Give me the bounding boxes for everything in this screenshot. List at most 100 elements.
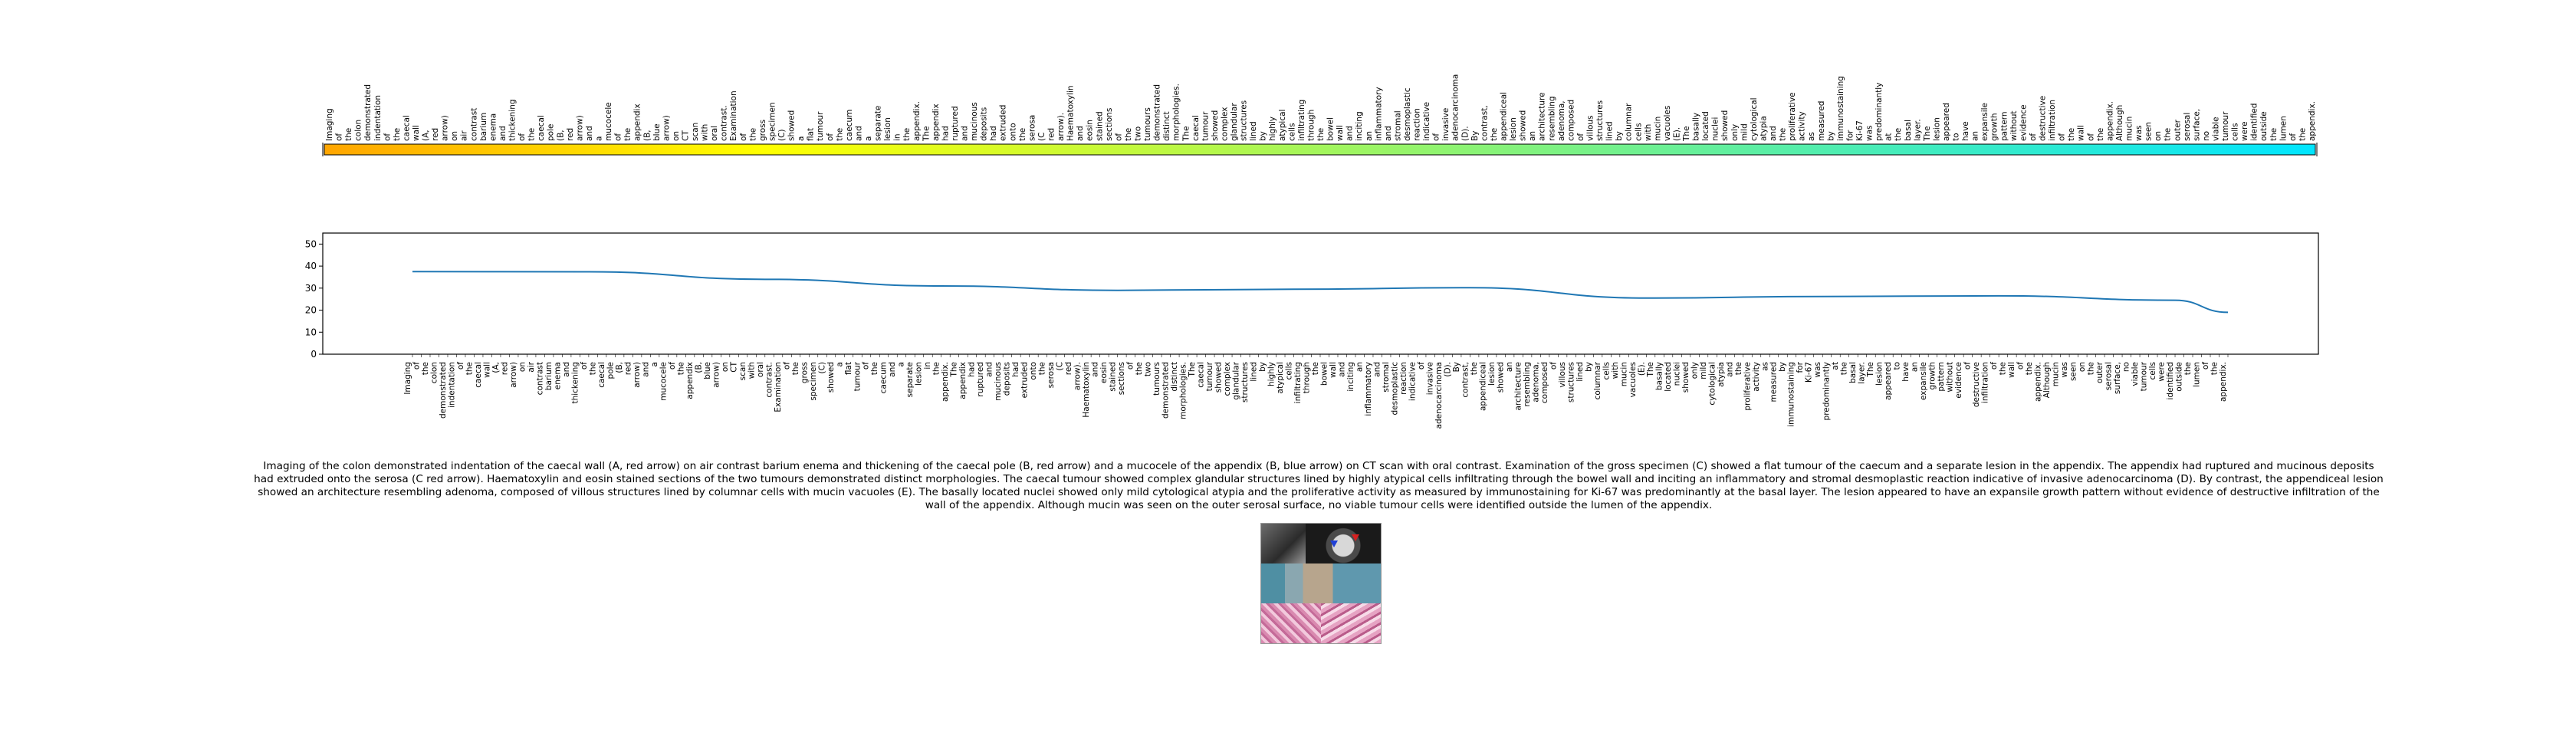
- heat-token-label: stained: [1095, 111, 1104, 141]
- heat-token-label: of: [335, 133, 344, 141]
- x-tick-label: caecum: [879, 362, 889, 393]
- x-tick-label: ruptured: [976, 362, 985, 397]
- heat-token-label: The: [1682, 126, 1691, 142]
- x-tick-label: vacuoles: [1628, 362, 1638, 397]
- x-tick-label: The: [1188, 362, 1197, 378]
- heat-token-label: only: [1730, 124, 1740, 141]
- x-tick-label: an: [1911, 362, 1920, 372]
- x-tick-label: the: [2087, 362, 2096, 375]
- x-tick-label: the: [791, 362, 800, 375]
- heat-token-label: had: [989, 126, 998, 141]
- x-tick-label: arrow): [509, 362, 518, 388]
- heat-token-label: contrast: [469, 108, 478, 141]
- heat-token-label: showed: [1720, 110, 1730, 141]
- x-tick-label: invasive: [1425, 362, 1434, 395]
- x-tick-label: had: [968, 362, 977, 377]
- x-tick-label: proliferative: [1743, 362, 1752, 411]
- x-tick-label: identified: [2166, 362, 2175, 399]
- heat-token-label: appendix: [932, 104, 941, 141]
- x-tick-label: and: [985, 362, 994, 377]
- heat-token-label: cells: [1287, 123, 1296, 141]
- x-tick-label: of: [1963, 362, 1973, 370]
- x-tick-label: lesion: [1875, 362, 1884, 386]
- heat-token-label: The: [1923, 126, 1932, 142]
- x-tick-label: appendix: [685, 362, 695, 399]
- x-tick-label: and: [1091, 362, 1100, 377]
- heat-token-label: demonstrated: [363, 84, 373, 141]
- heat-token-label: arrow): [575, 115, 584, 141]
- series-line: [412, 271, 2229, 314]
- x-tick-label: appendix.: [2219, 362, 2228, 402]
- heat-token-label: specimen: [767, 102, 777, 141]
- heat-token-label: to: [1952, 133, 1961, 141]
- x-tick-label: red: [623, 362, 632, 375]
- x-tick-label: no: [2122, 362, 2131, 372]
- heat-token-label: and: [1346, 126, 1355, 141]
- heat-token-label: mucin: [2124, 117, 2134, 141]
- x-tick-label: measured: [1769, 362, 1779, 402]
- heat-token-label: thickening: [508, 99, 518, 141]
- x-tick-label: basal: [1848, 362, 1858, 383]
- x-tick-label: evidence: [1954, 362, 1963, 399]
- heat-token-label: (B,: [642, 130, 652, 141]
- x-tick-label: complex: [1223, 362, 1232, 396]
- x-tick-label: demonstrated: [439, 362, 448, 419]
- x-tick-label: of: [2201, 362, 2210, 370]
- x-tick-label: nuclei: [1672, 362, 1681, 386]
- heat-token-label: was: [2134, 126, 2144, 142]
- heat-token-label: tumour: [2221, 111, 2230, 141]
- heatmap-bar: [324, 143, 2316, 156]
- heat-token-label: separate: [874, 106, 883, 141]
- heat-token-label: adenocarcinoma: [1451, 74, 1460, 141]
- x-tick-label: bowel: [1319, 362, 1329, 386]
- heat-token-label: desmoplastic: [1403, 87, 1412, 141]
- heat-token-label: predominantly: [1875, 83, 1884, 141]
- heat-token-label: of: [739, 133, 748, 141]
- x-tick-label: enema: [553, 362, 562, 389]
- x-tick-label: of: [1990, 362, 1999, 370]
- heat-token-label: showed: [1519, 110, 1528, 141]
- heat-token-label: sections: [1105, 108, 1114, 141]
- heat-token-label: atypia: [1759, 116, 1768, 141]
- x-tick-label: barium: [544, 362, 554, 390]
- heat-token-label: air: [460, 130, 469, 141]
- heat-token-label: the: [2164, 128, 2173, 141]
- heat-token-label: indicative: [1422, 102, 1431, 141]
- x-tick-label: desmoplastic: [1390, 362, 1399, 416]
- y-tick-label: 40: [305, 261, 317, 271]
- heat-token-label: serosa: [1027, 115, 1037, 141]
- heat-token-label: of: [1432, 133, 1441, 141]
- x-tick-label: adenocarcinoma: [1434, 362, 1444, 429]
- x-tick-label: (C): [817, 362, 826, 374]
- x-tick-label: by: [1778, 362, 1787, 372]
- heat-token-label: Ki-67: [1855, 120, 1865, 141]
- x-tick-label: architecture: [1513, 362, 1523, 411]
- heat-token-label: infiltrating: [1297, 100, 1306, 141]
- x-tick-label: composed: [1540, 362, 1549, 403]
- heat-token-label: no: [2202, 131, 2211, 141]
- heat-token-label: (C): [777, 129, 787, 141]
- x-tick-label: of: [1549, 362, 1558, 370]
- x-tick-label: cytological: [1707, 362, 1717, 406]
- heat-token-label: by: [1259, 131, 1268, 141]
- x-tick-label: the: [1311, 362, 1320, 375]
- heat-token-label: of: [2058, 133, 2067, 141]
- x-tick-label: red: [1064, 362, 1073, 375]
- heat-token-label: by: [1826, 131, 1835, 141]
- heat-token-label: two: [1133, 127, 1142, 141]
- heat-token-label: an: [1365, 131, 1374, 141]
- x-tick-label: structures: [1240, 362, 1250, 402]
- heat-token-label: an: [1971, 131, 1980, 141]
- heat-token-label: expansile: [1980, 103, 1990, 141]
- heat-token-label: showed: [1211, 110, 1220, 141]
- x-tick-label: of: [2016, 362, 2026, 370]
- x-tick-label: on: [2078, 362, 2087, 372]
- x-tick-label: the: [1038, 362, 1047, 375]
- x-tick-label: without: [1946, 362, 1955, 392]
- x-tick-label: deposits: [1003, 362, 1012, 396]
- heat-token-label: and: [498, 126, 508, 141]
- heat-token-label: contrast.: [720, 105, 729, 141]
- heat-token-label: invasive: [1441, 108, 1451, 141]
- heat-token-label: the: [393, 128, 402, 141]
